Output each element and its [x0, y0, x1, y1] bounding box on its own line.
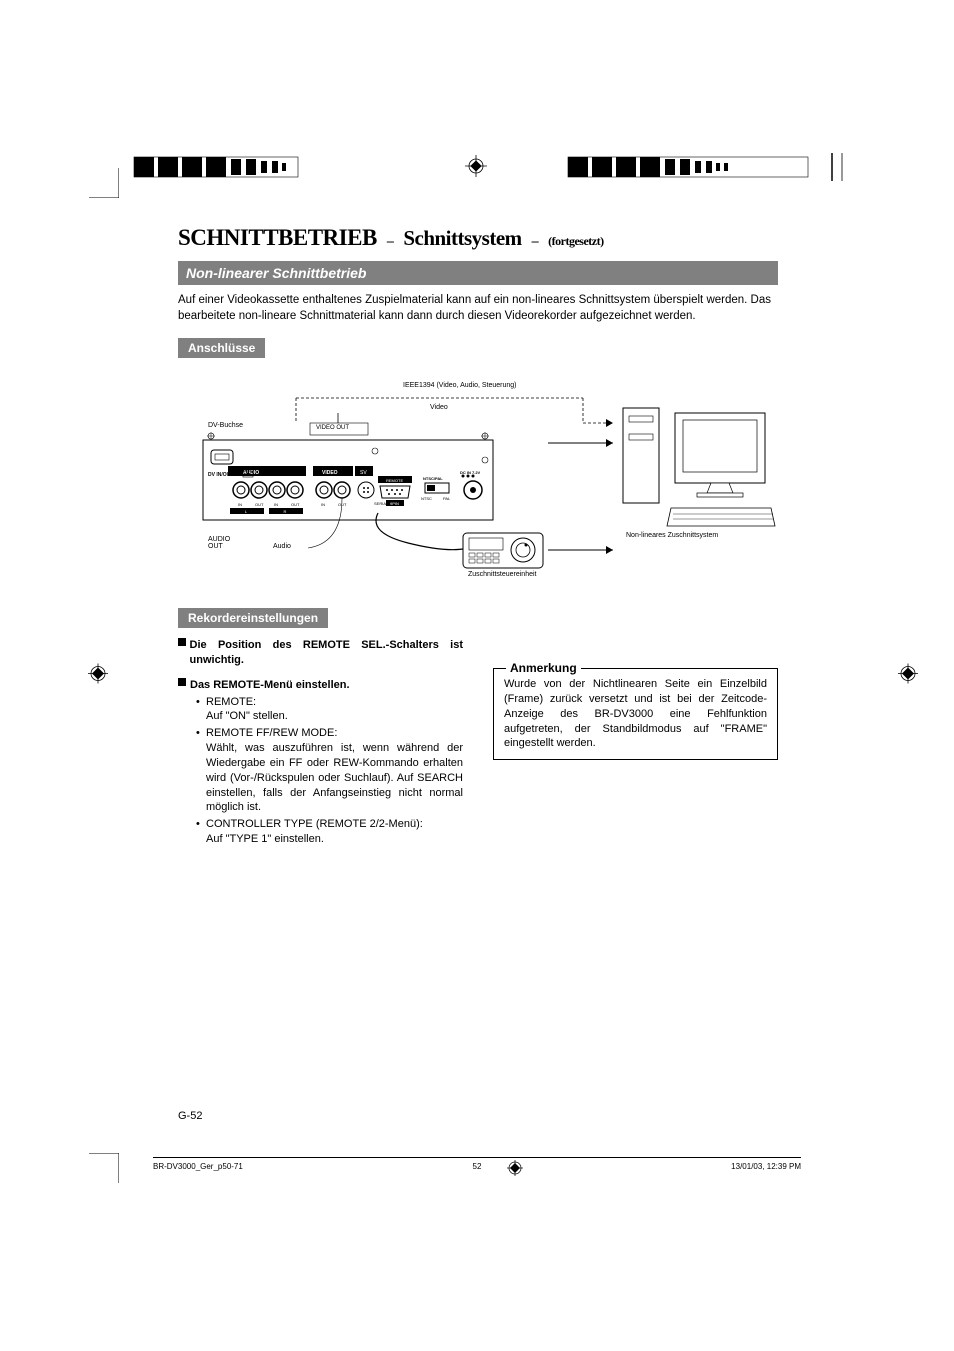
title-main: SCHNITTBETRIEB	[178, 225, 377, 251]
connections-bar: Anschlüsse	[178, 338, 265, 358]
item-head: REMOTE:	[206, 696, 256, 708]
label-videoout: VIDEO OUT	[316, 425, 349, 431]
item-body: Auf "ON" stellen.	[206, 710, 288, 722]
settings-item-1: REMOTE FF/REW MODE: Wählt, was auszuführ…	[196, 726, 463, 815]
page-content: SCHNITTBETRIEB – Schnittsystem – (fortge…	[178, 225, 778, 855]
section-nonlinear-bar: Non-linearer Schnittbetrieb	[178, 261, 778, 285]
note-title: Anmerkung	[506, 661, 581, 675]
reg-mark-left	[88, 663, 108, 688]
note-text: Wurde von der Nichtlinearen Seite ein Ei…	[504, 677, 767, 751]
connections-diagram: AUDIO INOUT INOUT L R VIDEO	[178, 368, 778, 588]
footer-right: 13/01/03, 12:39 PM	[585, 1162, 801, 1177]
settings-list: REMOTE: Auf "ON" stellen. REMOTE FF/REW …	[196, 695, 463, 847]
svg-text:VIDEO: VIDEO	[322, 470, 338, 476]
svg-text:OUT: OUT	[255, 502, 264, 507]
settings-right-col: Anmerkung Wurde von der Nichtlinearen Se…	[493, 638, 778, 855]
svg-text:NTSC: NTSC	[421, 496, 432, 501]
svg-text:9PIN: 9PIN	[390, 501, 399, 506]
title-dash2: –	[532, 234, 539, 250]
title-sub: Schnittsystem	[403, 226, 521, 251]
settings-line1: Die Position des REMOTE SEL.-Schalters i…	[178, 638, 463, 668]
svg-text:DV IN/OUT: DV IN/OUT	[208, 472, 233, 478]
svg-text:IN: IN	[321, 502, 325, 507]
item-head: REMOTE FF/REW MODE:	[206, 727, 337, 739]
footer: BR-DV3000_Ger_p50-71 52 13/01/03, 12:39 …	[153, 1157, 801, 1177]
settings-line2-text: Das REMOTE-Menü einstellen.	[190, 678, 350, 693]
svg-text:PAL: PAL	[443, 496, 451, 501]
settings-bar: Rekordereinstellungen	[178, 608, 328, 628]
label-audio: Audio	[273, 543, 291, 550]
reg-mark-right	[898, 663, 918, 688]
footer-left: BR-DV3000_Ger_p50-71	[153, 1162, 369, 1177]
settings-line2: Das REMOTE-Menü einstellen.	[178, 678, 463, 693]
settings-line1-text: Die Position des REMOTE SEL.-Schalters i…	[190, 638, 463, 668]
section-nonlinear-text: Auf einer Videokassette enthaltenes Zusp…	[178, 293, 778, 324]
label-nonlinear: Non-lineares Zuschnittsystem	[626, 532, 718, 539]
page-title: SCHNITTBETRIEB – Schnittsystem – (fortge…	[178, 225, 778, 251]
title-dash: –	[387, 234, 394, 250]
item-body: Auf "TYPE 1" einstellen.	[206, 833, 324, 845]
svg-text:OUT: OUT	[291, 502, 300, 507]
footer-page: 52	[473, 1162, 482, 1171]
crop-mark-bl	[89, 1153, 119, 1183]
svg-text:NTSC/PAL: NTSC/PAL	[423, 476, 443, 481]
settings-left-col: Die Position des REMOTE SEL.-Schalters i…	[178, 638, 463, 855]
item-head: CONTROLLER TYPE (REMOTE 2/2-Menü):	[206, 818, 423, 830]
page-number: G-52	[178, 1110, 202, 1122]
svg-text:DC IN 7.2V: DC IN 7.2V	[460, 470, 481, 475]
svg-text:OUT: OUT	[338, 502, 347, 507]
svg-text:IN: IN	[238, 502, 242, 507]
crop-mark-tl	[89, 168, 119, 198]
svg-text:SERIAL: SERIAL	[374, 501, 389, 506]
svg-text:REMOTE: REMOTE	[386, 478, 403, 483]
bullet-icon	[178, 638, 186, 646]
note-box: Anmerkung Wurde von der Nichtlinearen Se…	[493, 668, 778, 760]
settings-columns: Die Position des REMOTE SEL.-Schalters i…	[178, 638, 778, 855]
svg-text:IN: IN	[274, 502, 278, 507]
svg-text:SV: SV	[360, 470, 367, 476]
title-cont: (fortgesetzt)	[548, 234, 603, 249]
svg-text:R: R	[284, 509, 287, 514]
bullet-icon	[178, 678, 186, 686]
label-audioout: AUDIO OUT	[208, 536, 238, 550]
top-print-marks	[0, 153, 954, 183]
settings-item-2: CONTROLLER TYPE (REMOTE 2/2-Menü): Auf "…	[196, 817, 463, 847]
label-ieee: IEEE1394 (Video, Audio, Steuerung)	[403, 382, 517, 389]
label-dvbuchse: DV-Buchse	[208, 422, 243, 429]
item-body: Wählt, was auszuführen ist, wenn während…	[206, 741, 463, 815]
footer-center: 52	[369, 1162, 585, 1177]
label-zuschnitt: Zuschnittsteuereinheit	[468, 571, 536, 578]
label-video: Video	[430, 404, 448, 411]
settings-item-0: REMOTE: Auf "ON" stellen.	[196, 695, 463, 725]
